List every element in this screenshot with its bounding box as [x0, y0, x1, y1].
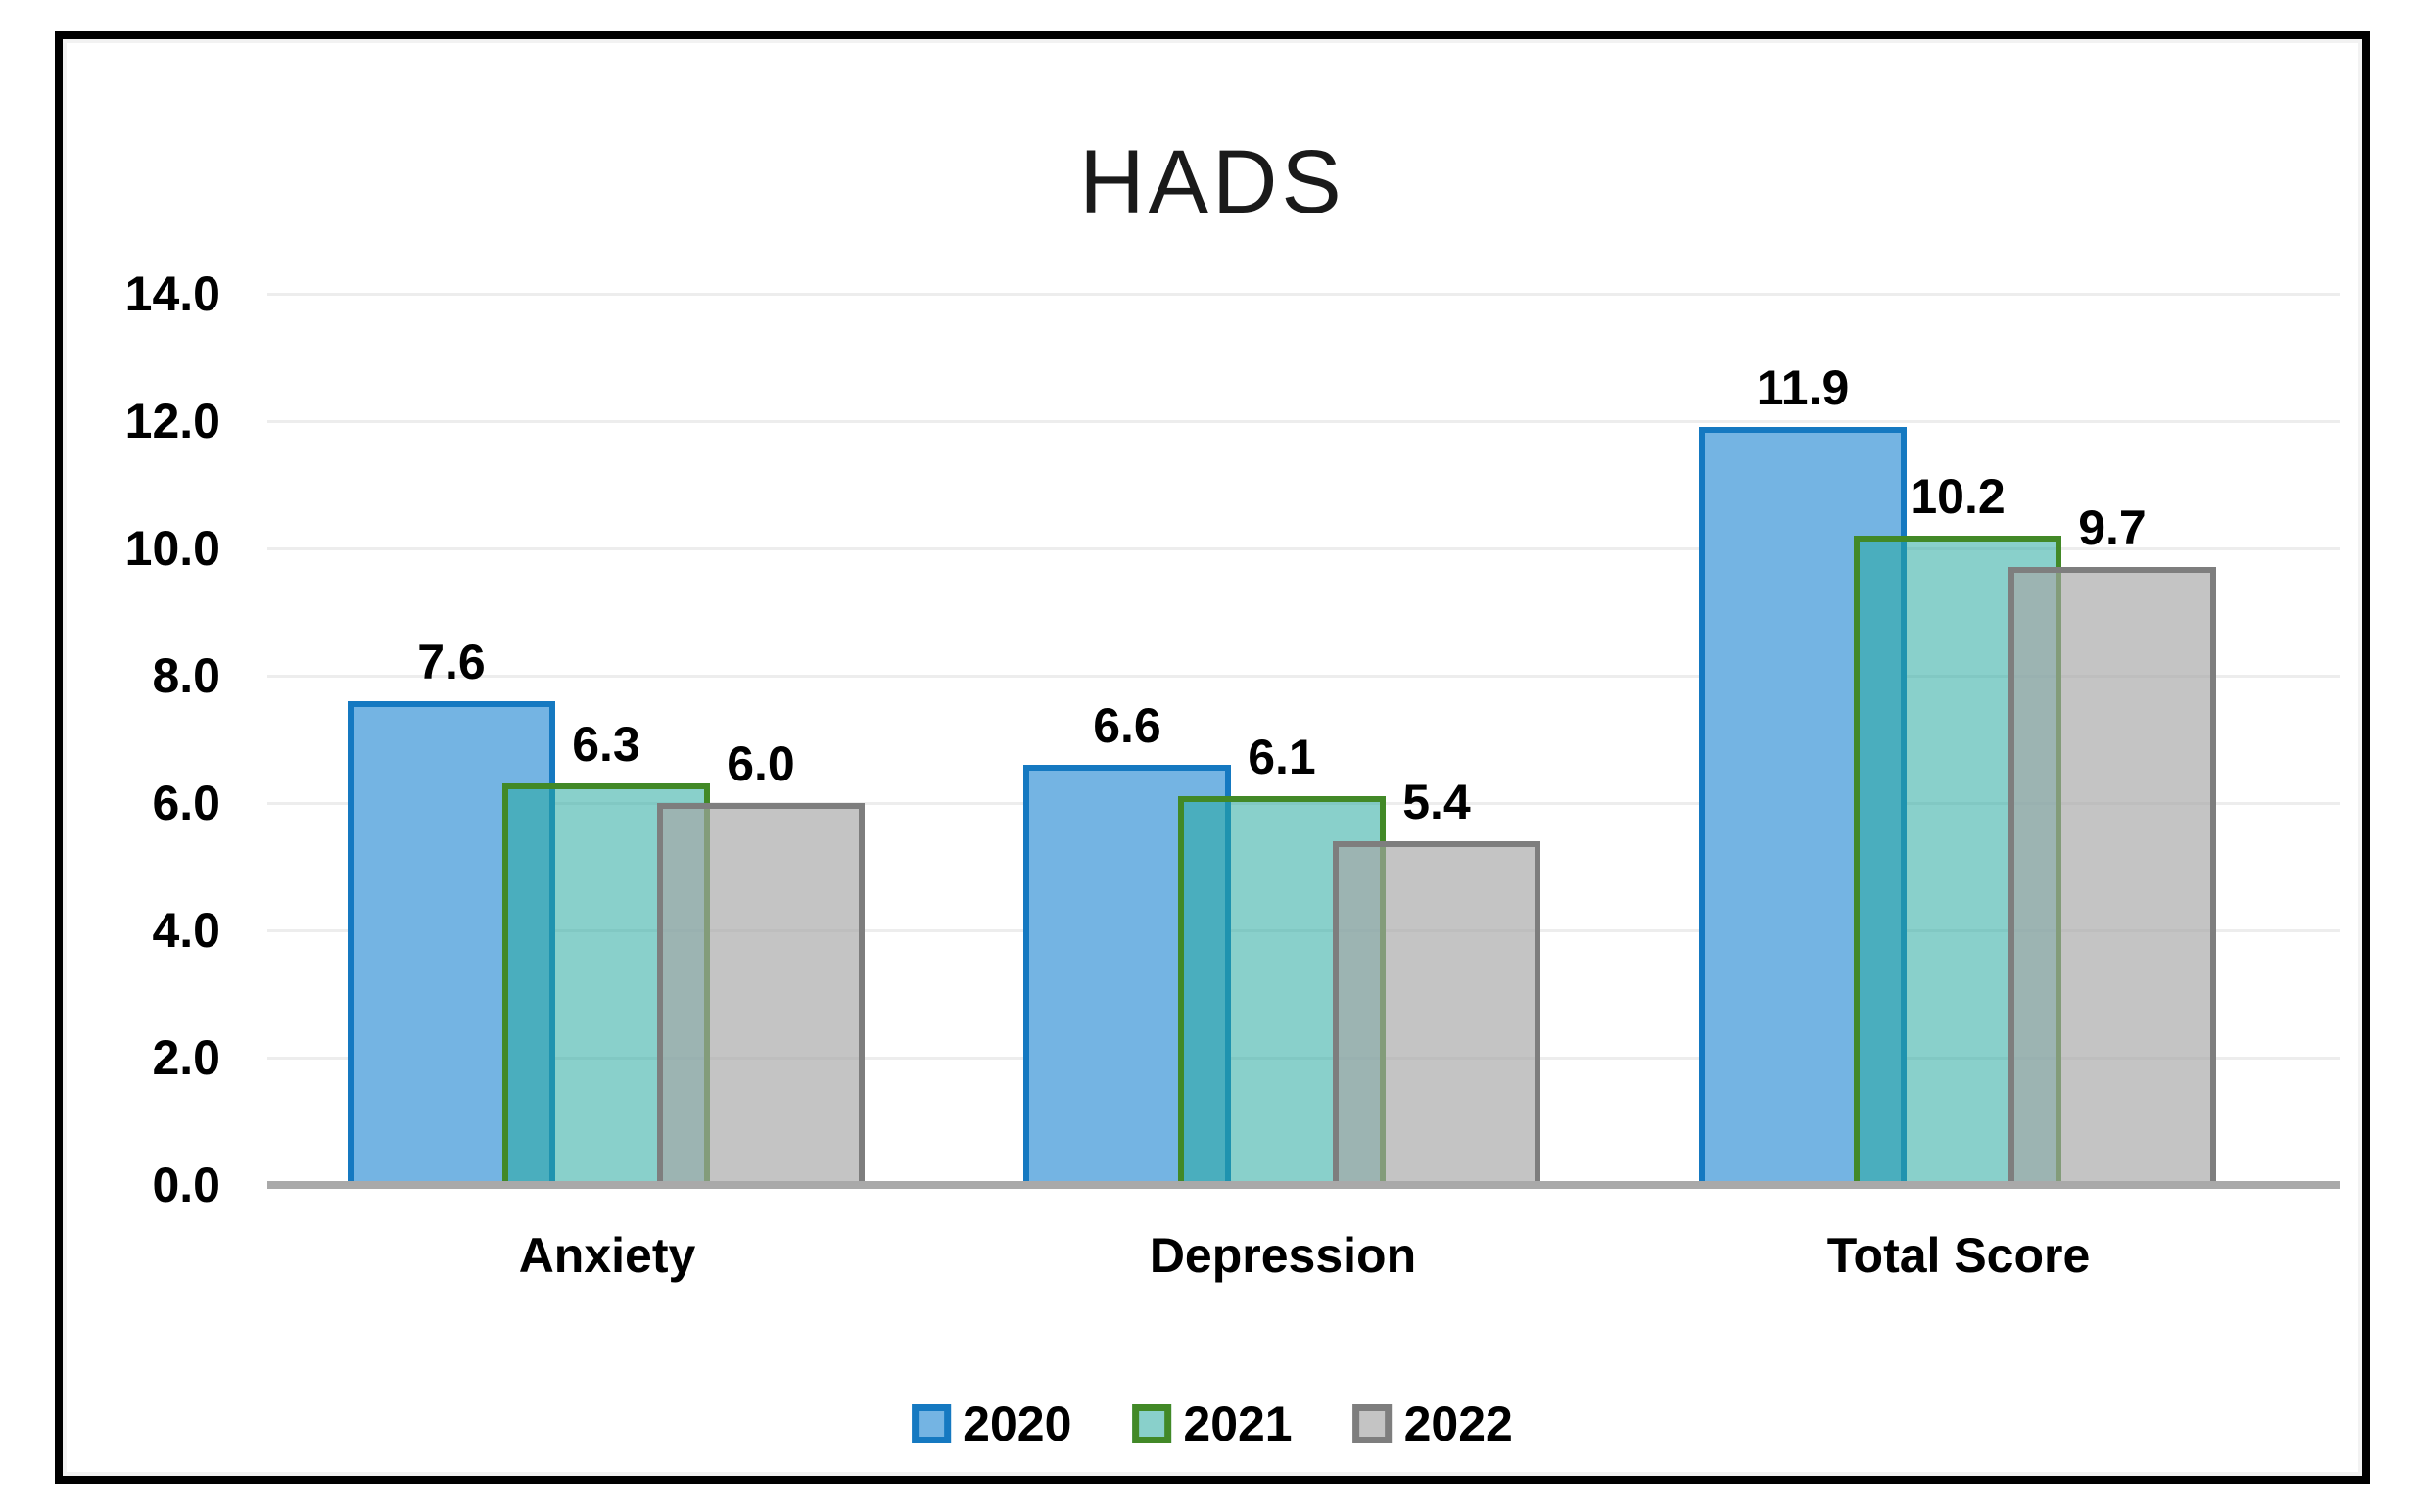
y-axis-tick-label: 6.0 — [152, 776, 220, 830]
legend-swatch-2020 — [912, 1404, 952, 1443]
data-label-2020-depression: 6.6 — [1093, 698, 1161, 753]
data-label-2020-anxiety: 7.6 — [417, 635, 486, 689]
legend: 2020 2021 2022 — [912, 1398, 1513, 1449]
category-label-anxiety: Anxiety — [518, 1228, 696, 1283]
data-label-2020-total-score: 11.9 — [1756, 360, 1850, 415]
y-axis-tick-label: 2.0 — [152, 1030, 220, 1085]
y-axis-tick-label: 0.0 — [152, 1158, 220, 1212]
bar-2022-depression — [1333, 841, 1540, 1185]
x-axis-line — [267, 1181, 2340, 1189]
gridline-y-10 — [267, 547, 2340, 550]
chart-figure: HADS 2020 2021 2022 0.0 2.0 4.0 6.0 8.0 10.0 12.… — [55, 31, 2370, 1484]
legend-item-2022: 2022 — [1352, 1396, 1513, 1451]
data-label-2022-anxiety: 6.0 — [727, 736, 795, 791]
category-label-depression: Depression — [1149, 1228, 1417, 1283]
gridline-y-14 — [267, 293, 2340, 296]
y-axis-tick-label: 4.0 — [152, 903, 220, 958]
legend-label-2020: 2020 — [963, 1396, 1072, 1451]
legend-label-2022: 2022 — [1403, 1396, 1513, 1451]
legend-label-2021: 2021 — [1183, 1396, 1293, 1451]
legend-item-2021: 2021 — [1132, 1396, 1293, 1451]
y-axis-tick-label: 10.0 — [124, 521, 220, 576]
y-axis-tick-label: 8.0 — [152, 648, 220, 703]
legend-item-2020: 2020 — [912, 1398, 1071, 1449]
y-axis-tick-label: 12.0 — [124, 394, 220, 449]
gridline-y-12 — [267, 420, 2340, 423]
data-label-2022-total-score: 9.7 — [2078, 500, 2147, 555]
data-label-2021-total-score: 10.2 — [1910, 469, 2006, 524]
data-label-2021-depression: 6.1 — [1248, 730, 1316, 784]
legend-swatch-2022 — [1352, 1404, 1393, 1443]
bar-2022-anxiety — [657, 803, 865, 1185]
legend-swatch-2021 — [1132, 1404, 1172, 1443]
gridline-y-8 — [267, 675, 2340, 678]
y-axis-tick-label: 14.0 — [124, 266, 220, 321]
data-label-2021-anxiety: 6.3 — [572, 717, 640, 772]
bar-2022-total-score — [2008, 567, 2216, 1185]
data-label-2022-depression: 5.4 — [1402, 775, 1471, 829]
category-label-total-score: Total Score — [1826, 1228, 2091, 1283]
chart-title: HADS — [1079, 132, 1346, 232]
